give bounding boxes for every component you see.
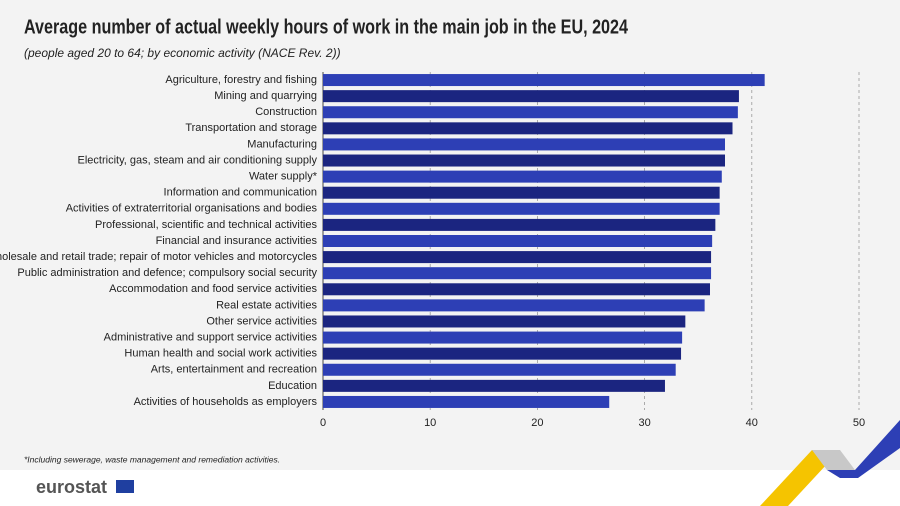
bar [323,154,725,167]
y-tick-label: Mining and quarrying [214,90,317,102]
y-tick-label: Wholesale and retail trade; repair of mo… [0,251,318,263]
bar [323,363,676,376]
y-tick-label: Construction [255,106,317,118]
y-tick-label: Human health and social work activities [124,348,317,360]
x-tick-label: 10 [424,417,436,429]
x-tick-label: 20 [531,417,543,429]
chart-title: Average number of actual weekly hours of… [24,16,629,38]
footnote: *Including sewerage, waste management an… [24,454,280,464]
x-tick-label: 50 [853,417,865,429]
eu-flag [116,480,134,493]
y-tick-label: Arts, entertainment and recreation [151,364,317,376]
bar [323,315,686,328]
bar [323,267,712,280]
bar [323,170,722,183]
logo-text: eurostat [36,477,107,497]
bar [323,283,710,296]
decor-stripe [827,420,900,478]
y-tick-label: Water supply* [249,171,318,183]
bar [323,74,765,87]
x-tick-label: 0 [320,417,326,429]
y-tick-label: Transportation and storage [185,122,317,134]
bar [323,186,720,199]
bar [323,347,682,360]
bar [323,218,716,231]
y-tick-label: Public administration and defence; compu… [17,267,317,279]
bar [323,106,738,119]
y-tick-label: Administrative and support service activ… [104,331,318,343]
decor-stripe [812,450,855,470]
bar [323,90,739,103]
y-tick-label: Education [268,380,317,392]
y-tick-label: Electricity, gas, steam and air conditio… [78,154,318,166]
bar [323,395,610,408]
y-tick-label: Information and communication [164,187,317,199]
decor-stripe [760,450,840,506]
y-tick-label: Activities of households as employers [134,396,318,408]
y-tick-label: Manufacturing [247,138,317,150]
x-tick-label: 40 [746,417,758,429]
x-tick-label: 30 [638,417,650,429]
y-tick-label: Real estate activities [216,299,317,311]
bar [323,202,720,215]
bar [323,122,733,135]
y-tick-label: Financial and insurance activities [156,235,318,247]
bar [323,379,665,392]
bar [323,138,725,151]
y-tick-label: Accommodation and food service activitie… [109,283,317,295]
y-tick-label: Agriculture, forestry and fishing [165,74,317,86]
bar [323,331,683,344]
chart-subtitle: (people aged 20 to 64; by economic activ… [24,46,341,60]
y-tick-label: Activities of extraterritorial organisat… [66,203,318,215]
y-tick-label: Other service activities [206,315,317,327]
bar [323,251,712,264]
footer-band [0,470,900,506]
bar [323,299,705,312]
y-tick-label: Professional, scientific and technical a… [95,219,317,231]
bar [323,235,713,247]
